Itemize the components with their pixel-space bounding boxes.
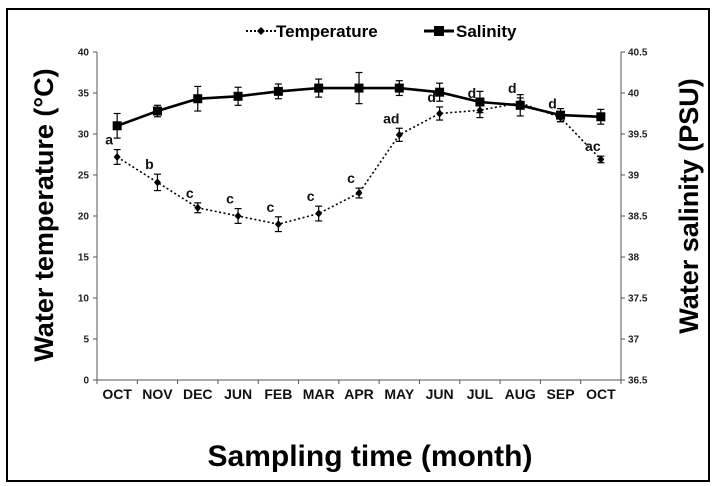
significance-label: c [307,188,315,204]
significance-label: a [105,132,113,148]
y2-tick-label: 36.5 [628,376,648,387]
temperature-point [355,189,363,198]
salinity-point [112,121,122,131]
x-tick-label: JUL [467,386,494,402]
legend-salinity-marker [434,26,444,36]
series-line-temperature [116,101,602,226]
significance-label: d [468,85,477,101]
y2-tick-label: 40.5 [628,48,648,59]
y-tick-label: 25 [78,171,90,182]
y2-tick-label: 39.5 [628,130,648,141]
y2-tick-label: 38.5 [628,212,648,223]
y-tick-label: 15 [78,253,90,264]
significance-label: b [145,156,154,172]
y2-tick-label: 37 [628,335,640,346]
significance-label: ad [383,110,399,126]
x-tick-label: AUG [505,386,536,402]
temperature-point [234,212,242,220]
temperature-point [194,203,202,212]
temperature-point [153,178,161,187]
temperature-point [597,155,605,164]
x-tick-label: SEP [547,386,575,402]
y-tick-label: 10 [78,294,90,305]
y2-tick-label: 37.5 [628,294,648,305]
y2-axis-title: Water salinity (PSU) [674,78,704,334]
salinity-point [515,100,525,110]
salinity-point [152,106,162,116]
series-layer [112,71,606,233]
x-tick-label: NOV [142,386,173,402]
significance-label: d [508,80,517,96]
significance-label: c [226,191,234,207]
legend-temperature-label: Temperature [276,22,378,41]
x-tick-label: APR [344,386,374,402]
salinity-point [596,112,606,122]
x-axis-title: Sampling time (month) [208,440,533,473]
y-tick-label: 40 [78,48,90,59]
salinity-point [193,94,203,104]
legend-temperature-marker [257,27,265,35]
significance-label: ac [585,138,601,154]
labels-layer: a b c c c c c ad d d d d ac [105,80,601,215]
y2-tick-label: 39 [628,171,640,182]
significance-label: d [548,96,557,112]
y-tick-label: 30 [78,130,90,141]
y-tick-label: 20 [78,212,90,223]
x-tick-label: MAR [303,386,335,402]
legend-salinity-label: Salinity [456,22,517,41]
significance-label: c [186,185,194,201]
salinity-point [475,97,485,107]
x-tick-label: MAY [384,386,414,402]
significance-label: c [347,170,355,186]
legend: Temperature Salinity [246,22,517,41]
x-tick-label: DEC [183,386,213,402]
temperature-point [274,220,282,229]
salinity-point [435,87,445,97]
y2-tick-label: 40 [628,89,640,100]
salinity-point [394,83,404,93]
significance-label: d [427,89,436,105]
y-tick-label: 35 [78,89,90,100]
salinity-point [354,83,364,93]
temperature-point [315,209,323,218]
temperature-point [395,130,403,139]
significance-label: c [266,199,274,215]
temperature-point [113,152,121,161]
x-tick-label: FEB [264,386,292,402]
y-axis-title: Water temperature (°C) [29,68,59,361]
x-tick-label: OCT [102,386,132,402]
x-tick-label: JUN [224,386,252,402]
salinity-point [233,91,243,101]
axes-group: 0 5 10 15 20 25 30 35 40 36.5 37 37.5 38 38.5 39 39.5 40… [78,48,648,403]
x-tick-label: JUN [426,386,454,402]
salinity-point [314,83,324,93]
y-tick-label: 0 [83,376,89,387]
y2-tick-label: 38 [628,253,640,264]
y-tick-label: 5 [83,335,89,346]
salinity-point [556,110,566,120]
x-tick-label: OCT [586,386,616,402]
temperature-point [436,109,444,118]
salinity-point [273,86,283,96]
